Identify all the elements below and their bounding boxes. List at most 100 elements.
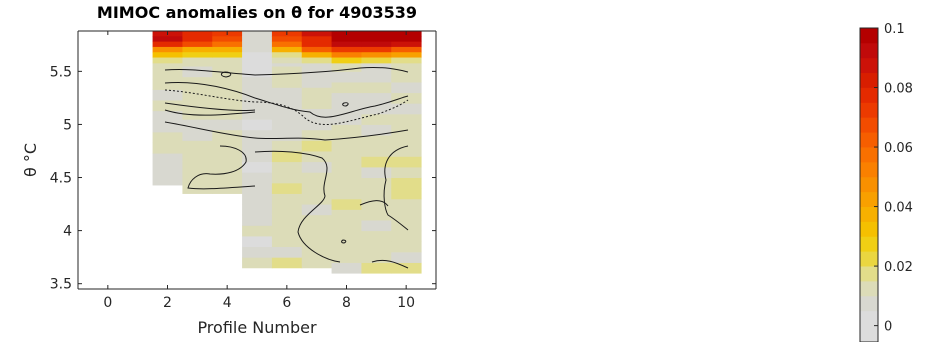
heatmap-cell [331, 103, 362, 115]
heatmap-cell [361, 241, 392, 253]
heatmap-cell [391, 103, 422, 115]
colorbar-tick-label: 0.1 [884, 22, 905, 37]
heatmap-cell [301, 257, 333, 269]
heatmap-cell [301, 172, 333, 184]
heatmap-cell [361, 209, 392, 221]
heatmap-cell [242, 97, 273, 110]
heatmap-cell [182, 119, 213, 131]
heatmap-cell [391, 41, 422, 48]
heatmap-cell [391, 198, 422, 210]
heatmap-cell [152, 68, 183, 80]
heatmap-cell [271, 76, 303, 88]
heatmap-cell [361, 188, 392, 200]
heatmap-cell [242, 182, 273, 194]
heatmap-cell [331, 156, 362, 168]
x-tick-label: 0 [103, 295, 112, 311]
heatmap-cell [212, 36, 243, 43]
y-tick-label: 3.5 [50, 277, 72, 293]
heatmap-cell [361, 145, 392, 157]
colorbar-segment [860, 325, 878, 342]
heatmap-cell [361, 41, 392, 48]
heatmap-cell [271, 204, 303, 216]
axes-frame [77, 30, 437, 290]
heatmap-cell [242, 161, 273, 173]
colorbar-tick-label: 0.08 [884, 82, 913, 97]
heatmap-cell [391, 188, 422, 200]
heatmap-cell [391, 145, 422, 157]
colorbar-segment [860, 310, 878, 327]
x-tick-label: 4 [223, 295, 232, 311]
heatmap-cell [301, 214, 333, 226]
heatmap-cell [271, 225, 303, 237]
heatmap-cell [271, 257, 303, 269]
heatmap-cell [182, 57, 213, 64]
colorbar-frame [859, 27, 879, 342]
heatmap-cell [271, 235, 303, 248]
heatmap-cell [242, 41, 273, 48]
heatmap-cell [331, 209, 362, 221]
heatmap-cell [391, 81, 422, 94]
heatmap-cell [331, 177, 362, 189]
colorbar-segment [860, 117, 878, 133]
heatmap-cell [152, 100, 183, 112]
heatmap-cell [301, 46, 333, 53]
colorbar-segment [860, 176, 878, 193]
colorbar-segment [860, 206, 878, 222]
heatmap-cell [152, 174, 183, 186]
heatmap-cell [301, 66, 333, 78]
heatmap-cell [391, 92, 422, 104]
heatmap-cell [301, 129, 333, 141]
heatmap-cell [271, 193, 303, 205]
heatmap-cell [242, 87, 273, 99]
heatmap-cell [242, 225, 273, 237]
heatmap-cell [331, 81, 362, 94]
heatmap-cell [301, 52, 333, 59]
heatmap-cell [212, 87, 243, 99]
heatmap-cell [212, 62, 243, 67]
heatmap-cell [242, 76, 273, 88]
x-tick-labels: 0 2 4 6 8 10 [103, 295, 415, 311]
heatmap-cell [271, 97, 303, 110]
heatmap-cell [331, 219, 362, 232]
heatmap-cell [242, 140, 273, 152]
x-axis-label: Profile Number [197, 318, 317, 337]
heatmap-cell [361, 71, 392, 83]
heatmap-cell [391, 62, 422, 72]
heatmap-cell [301, 41, 333, 48]
heatmap-cell [242, 46, 273, 53]
contour-line [342, 102, 349, 107]
heatmap-cell [361, 57, 392, 64]
heatmap-cell [152, 41, 183, 48]
contour-line [164, 81, 409, 118]
colorbar-segment [860, 191, 878, 207]
heatmap-cell [361, 81, 392, 94]
contour-lines [164, 67, 409, 269]
heatmap-cell [212, 172, 243, 184]
colorbar-segment [860, 102, 878, 118]
heatmap-cell [391, 209, 422, 221]
y-tick-labels: 3.5 4 4.5 5 5.5 [50, 64, 72, 292]
heatmap-cell [301, 76, 333, 88]
heatmap-cell [271, 62, 303, 67]
heatmap-cell [242, 150, 273, 163]
contour-line [164, 67, 409, 76]
colorbar-ticks: 0 0.02 0.04 0.06 0.08 0.1 [874, 22, 913, 335]
heatmap-cell [152, 57, 183, 64]
heatmap-cell [391, 36, 422, 43]
heatmap-cell [391, 177, 422, 189]
heatmap-cell [301, 161, 333, 173]
contour-line [359, 200, 389, 207]
heatmap-cell [361, 46, 392, 53]
heatmap-cell [331, 62, 362, 72]
heatmap-cell [301, 235, 333, 248]
heatmap-cell [361, 198, 392, 210]
heatmap-cell [361, 251, 392, 263]
heatmap-cell [301, 119, 333, 131]
colorbar-segment [860, 236, 878, 252]
heatmap-cell [271, 172, 303, 184]
heatmap-cell [361, 103, 392, 115]
heatmap-cell [152, 121, 183, 133]
heatmap-cell [152, 131, 183, 143]
heatmap-cell [331, 145, 362, 157]
heatmap-cell [271, 214, 303, 226]
